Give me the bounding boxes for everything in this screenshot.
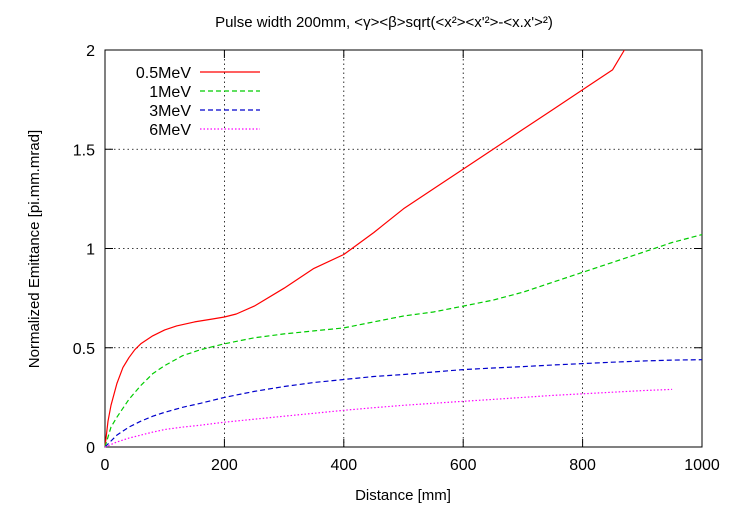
grid-lines: [105, 50, 702, 447]
x-tick-label: 800: [569, 457, 596, 474]
y-tick-label: 2: [86, 43, 95, 60]
legend-label: 6MeV: [149, 122, 191, 139]
x-tick-label: 200: [211, 457, 238, 474]
y-tick-label: 1: [86, 242, 95, 259]
data-series: [104, 49, 703, 448]
x-axis-label: Distance [mm]: [355, 487, 451, 504]
axis-ticks: 0 200 400 600 800 1000 0 0.5 1 1.5 2: [73, 43, 720, 474]
x-tick-label: 400: [330, 457, 357, 474]
y-tick-label: 1.5: [73, 142, 95, 159]
y-tick-label: 0.5: [73, 341, 95, 358]
legend: 0.5MeV 1MeV 3MeV 6MeV: [136, 65, 260, 139]
series-line-1mev: [104, 234, 703, 448]
legend-label: 0.5MeV: [136, 65, 191, 82]
series-line-3mev: [104, 359, 703, 448]
x-tick-label: 0: [101, 457, 110, 474]
x-tick-label: 1000: [684, 457, 720, 474]
series-line-0-5mev: [104, 49, 625, 448]
legend-label: 3MeV: [149, 103, 191, 120]
chart-title: Pulse width 200mm, <γ><β>sqrt(<x²><x'²>-…: [215, 14, 553, 31]
y-tick-label: 0: [86, 440, 95, 457]
legend-label: 1MeV: [149, 84, 191, 101]
x-tick-label: 600: [450, 457, 477, 474]
y-axis-label: Normalized Emittance [pi.mm.mrad]: [26, 130, 43, 368]
series-line-6mev: [104, 388, 673, 448]
